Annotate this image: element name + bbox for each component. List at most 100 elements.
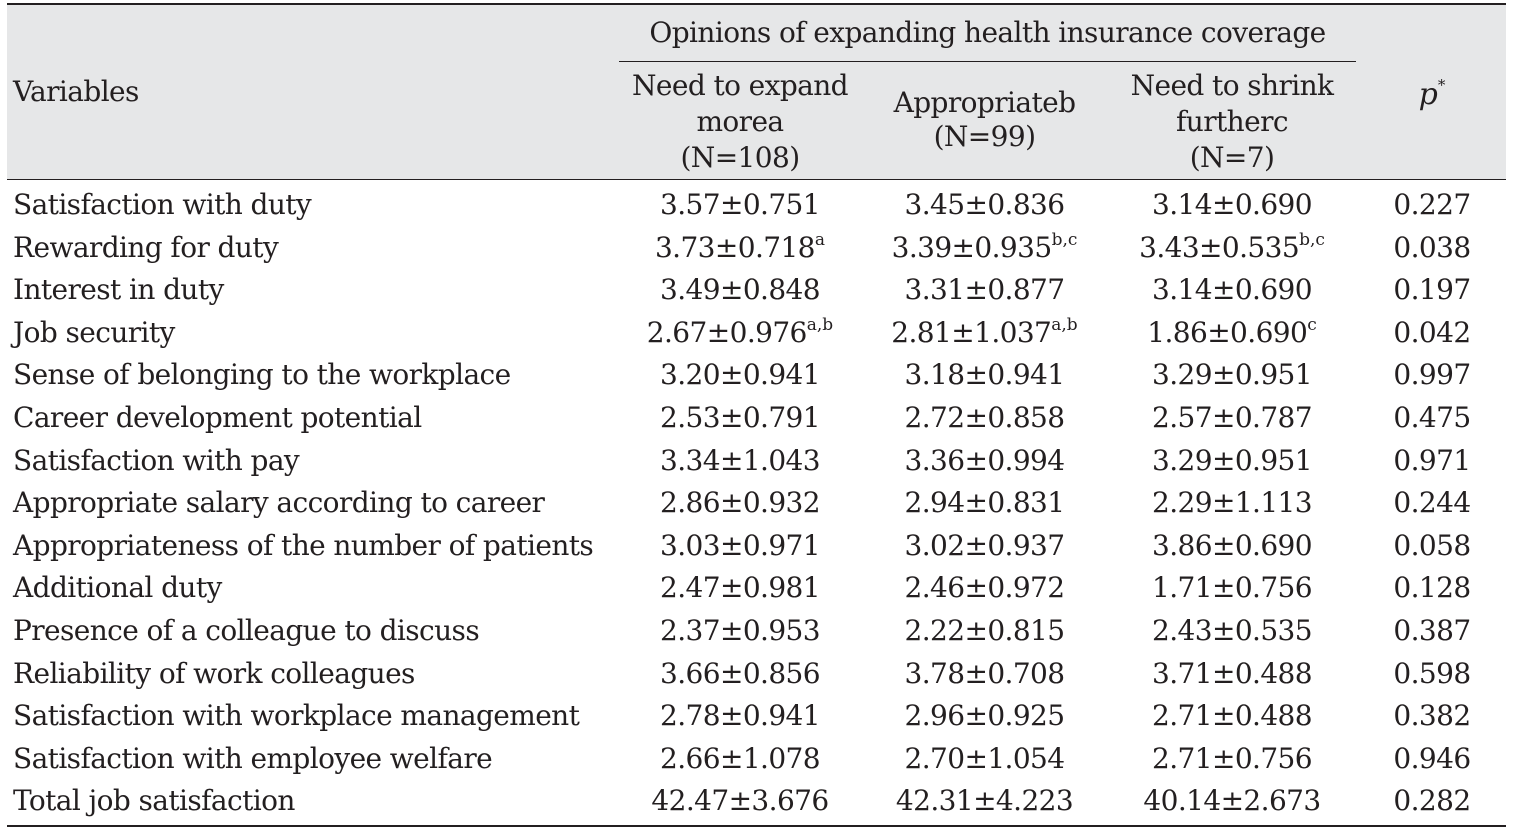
appropriate-cell-value: 2.22±0.815 xyxy=(904,613,1066,647)
expand-cell: 3.34±1.043 xyxy=(619,440,861,482)
expand-cell: 3.57±0.751 xyxy=(619,184,861,226)
appropriate-cell-value: 2.72±0.858 xyxy=(904,400,1066,434)
p-value-cell: 0.946 xyxy=(1367,738,1497,780)
table-header: Opinions of expanding health insurance c… xyxy=(7,3,1506,180)
variable-cell: Satisfaction with workplace management xyxy=(13,695,580,737)
expand-cell: 2.37±0.953 xyxy=(619,610,861,652)
column-header-shrink: Need to shrink furtherc (N=7) xyxy=(1130,69,1334,174)
shrink-cell: 2.29±1.113 xyxy=(1108,482,1356,524)
shrink-cell-value: 3.71±0.488 xyxy=(1152,656,1313,690)
shrink-cell-value: 3.29±0.951 xyxy=(1152,443,1313,477)
appropriate-cell-value: 2.81±1.037 xyxy=(891,315,1052,349)
table-row: Reliability of work colleagues 3.66±0.856… xyxy=(7,653,1506,696)
table-row: Satisfaction with pay 3.34±1.043 3.36±0.99… xyxy=(7,440,1506,483)
appropriate-cell: 3.39±0.935b,c xyxy=(862,227,1107,269)
expand-cell: 3.66±0.856 xyxy=(619,653,861,695)
appropriate-cell: 2.96±0.925 xyxy=(862,695,1107,737)
results-table: Opinions of expanding health insurance c… xyxy=(7,3,1506,827)
column-header-expand: Need to expand morea (N=108) xyxy=(631,69,849,174)
table-row: Satisfaction with workplace management 2.… xyxy=(7,695,1506,738)
shrink-cell: 1.86±0.690c xyxy=(1108,312,1356,354)
appropriate-cell: 2.72±0.858 xyxy=(862,397,1107,439)
variable-cell: Satisfaction with employee welfare xyxy=(13,738,493,780)
expand-cell-value: 3.34±1.043 xyxy=(660,443,821,477)
shrink-cell-value: 3.14±0.690 xyxy=(1152,273,1313,307)
appropriate-cell-value: 3.45±0.836 xyxy=(904,188,1066,221)
shrink-cell: 2.57±0.787 xyxy=(1108,397,1356,439)
variable-cell: Appropriate salary according to career xyxy=(13,482,545,524)
variable-cell-value: Appropriate salary according to career xyxy=(13,486,545,520)
shrink-cell: 3.29±0.951 xyxy=(1108,354,1356,396)
appropriate-cell-superscript: a,b xyxy=(1051,314,1078,335)
expand-cell: 3.73±0.718a xyxy=(619,227,861,269)
appropriate-cell: 3.18±0.941 xyxy=(862,354,1107,396)
expand-cell-value: 2.86±0.932 xyxy=(660,486,821,520)
p-value-cell-value: 0.598 xyxy=(1393,656,1471,690)
variable-cell-value: Reliability of work colleagues xyxy=(13,656,415,690)
variable-cell: Reliability of work colleagues xyxy=(13,653,415,695)
table-row: Career development potential 2.53±0.791 2.… xyxy=(7,397,1506,440)
p-value-cell: 0.038 xyxy=(1367,227,1497,269)
shrink-cell-value: 3.14±0.690 xyxy=(1152,188,1313,221)
expand-cell-value: 2.47±0.981 xyxy=(660,571,821,605)
variable-cell-value: Career development potential xyxy=(13,400,422,434)
p-value-cell: 0.598 xyxy=(1367,653,1497,695)
p-value-cell: 0.042 xyxy=(1367,312,1497,354)
shrink-cell: 1.71±0.756 xyxy=(1108,567,1356,609)
p-value-cell: 0.244 xyxy=(1367,482,1497,524)
expand-cell-value: 2.67±0.976 xyxy=(646,315,808,349)
shrink-cell: 2.71±0.488 xyxy=(1108,695,1356,737)
appropriate-cell-value: 2.94±0.831 xyxy=(904,486,1066,520)
appropriate-cell: 3.02±0.937 xyxy=(862,525,1107,567)
p-value-cell: 0.971 xyxy=(1367,440,1497,482)
p-value-cell: 0.382 xyxy=(1367,695,1497,737)
variable-cell: Additional duty xyxy=(13,567,222,609)
shrink-cell: 3.43±0.535b,c xyxy=(1108,227,1356,269)
appropriate-cell: 2.94±0.831 xyxy=(862,482,1107,524)
table-body: Satisfaction with duty 3.57±0.751 3.45±0.8… xyxy=(7,180,1506,827)
appropriate-cell: 2.70±1.054 xyxy=(862,738,1107,780)
group-underline xyxy=(619,61,1356,62)
p-value-cell-value: 0.997 xyxy=(1393,358,1471,392)
appropriate-cell-value: 3.02±0.937 xyxy=(904,528,1066,562)
table-row: Appropriate salary according to career 2.… xyxy=(7,482,1506,525)
table-row: Job security 2.67±0.976a,b 2.81±1.037a,b 1.… xyxy=(7,312,1506,355)
p-value-cell-value: 0.282 xyxy=(1393,784,1471,818)
p-value-cell: 0.475 xyxy=(1367,397,1497,439)
expand-cell: 42.47±3.676 xyxy=(619,780,861,822)
expand-cell: 3.20±0.941 xyxy=(619,354,861,396)
shrink-cell-value: 1.71±0.756 xyxy=(1152,571,1313,605)
expand-cell: 2.53±0.791 xyxy=(619,397,861,439)
expand-cell: 2.47±0.981 xyxy=(619,567,861,609)
appropriate-cell: 2.81±1.037a,b xyxy=(862,312,1107,354)
variable-cell-value: Appropriateness of the number of patient… xyxy=(13,528,594,562)
table-row: Appropriateness of the number of patient… xyxy=(7,525,1506,568)
shrink-cell: 3.86±0.690 xyxy=(1108,525,1356,567)
expand-cell: 2.67±0.976a,b xyxy=(619,312,861,354)
p-value-cell-value: 0.382 xyxy=(1393,699,1471,733)
variable-cell-value: Satisfaction with duty xyxy=(13,188,312,221)
appropriate-cell-value: 3.36±0.994 xyxy=(904,443,1066,477)
p-value-cell-value: 0.475 xyxy=(1393,400,1471,434)
variable-cell: Career development potential xyxy=(13,397,422,439)
expand-cell-value: 3.57±0.751 xyxy=(660,188,821,221)
expand-cell-value: 3.03±0.971 xyxy=(660,528,821,562)
appropriate-cell-value: 3.31±0.877 xyxy=(904,273,1066,307)
appropriate-cell: 2.46±0.972 xyxy=(862,567,1107,609)
expand-cell-value: 2.37±0.953 xyxy=(660,613,821,647)
variable-cell-value: Presence of a colleague to discuss xyxy=(13,613,480,647)
appropriate-cell-value: 2.96±0.925 xyxy=(904,699,1066,733)
expand-cell: 3.03±0.971 xyxy=(619,525,861,567)
variable-cell-value: Additional duty xyxy=(13,571,222,605)
variable-cell: Appropriateness of the number of patient… xyxy=(13,525,594,567)
variable-cell: Presence of a colleague to discuss xyxy=(13,610,480,652)
p-value-cell-value: 0.197 xyxy=(1393,273,1471,307)
variables-header: Variables xyxy=(13,75,139,108)
variable-cell-value: Satisfaction with pay xyxy=(13,443,300,477)
shrink-cell-superscript: b,c xyxy=(1299,229,1325,250)
variable-cell: Total job satisfaction xyxy=(13,780,295,822)
variable-cell: Satisfaction with pay xyxy=(13,440,300,482)
p-value-cell-value: 0.042 xyxy=(1393,315,1471,349)
appropriate-cell: 3.78±0.708 xyxy=(862,653,1107,695)
variable-cell-value: Satisfaction with employee welfare xyxy=(13,741,493,775)
